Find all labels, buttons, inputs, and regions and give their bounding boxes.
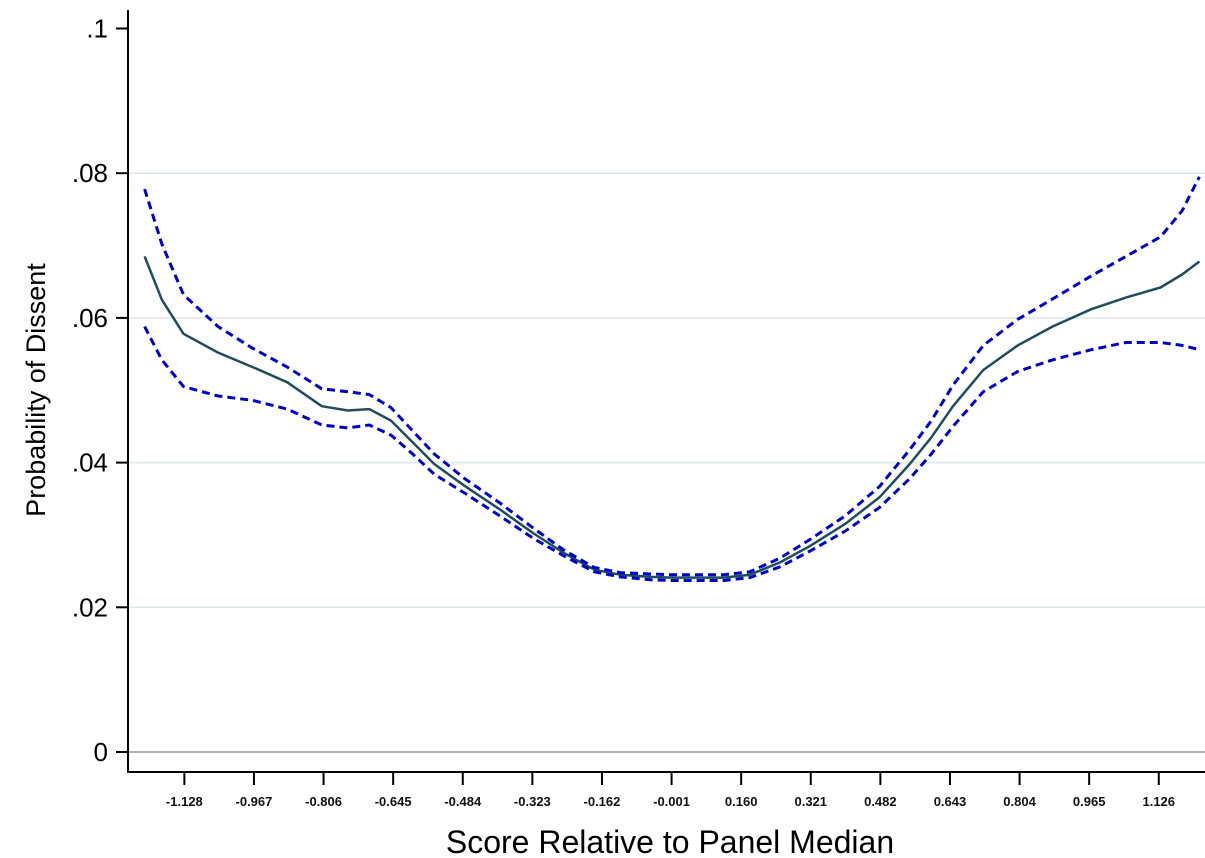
y-tick-label: 0 — [94, 737, 108, 767]
x-tick-label: -0.645 — [375, 794, 412, 809]
y-axis-title: Probability of Dissent — [21, 263, 51, 517]
y-tick-label: .1 — [86, 14, 108, 44]
x-tick-label: 0.482 — [864, 794, 897, 809]
gridlines — [128, 172, 1205, 753]
x-axis-title: Score Relative to Panel Median — [446, 824, 894, 858]
y-tick-label: .06 — [72, 303, 108, 333]
x-axis-ticks: -1.128 -0.967 -0.806 -0.645 -0.484 -0.323 -0.1… — [166, 772, 1175, 809]
x-tick-label: 0.965 — [1073, 794, 1106, 809]
series-line-upper-ci — [143, 176, 1201, 577]
y-tick-label: .04 — [72, 448, 108, 478]
x-tick-label: -0.323 — [514, 794, 551, 809]
x-tick-label: 0.804 — [1003, 794, 1036, 809]
x-tick-label: -0.001 — [653, 794, 690, 809]
x-tick-label: -0.484 — [444, 794, 482, 809]
x-tick-label: -0.162 — [584, 794, 621, 809]
x-tick-label: -0.967 — [236, 794, 273, 809]
series-line-estimate — [143, 255, 1201, 579]
series-line-lower-ci — [143, 325, 1200, 582]
y-tick-label: .08 — [72, 158, 108, 188]
y-axis-ticks: 0 .02 .04 .06 .08 .1 — [72, 14, 128, 767]
x-tick-label: 0.321 — [794, 794, 827, 809]
x-tick-label: 0.160 — [725, 794, 758, 809]
x-tick-label: -0.806 — [305, 794, 342, 809]
x-tick-label: 0.643 — [934, 794, 967, 809]
series-lines — [143, 176, 1201, 582]
x-tick-label: -1.128 — [166, 794, 203, 809]
x-tick-label: 1.126 — [1142, 794, 1175, 809]
y-tick-label: .02 — [72, 592, 108, 622]
